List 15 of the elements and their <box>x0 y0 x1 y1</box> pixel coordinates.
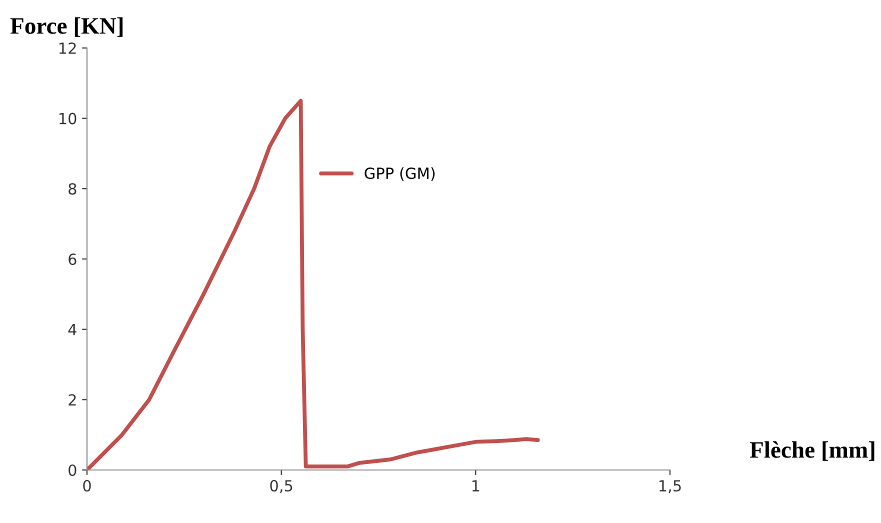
y-tick-label: 6 <box>68 253 76 266</box>
legend-label: GPP (GM) <box>364 167 435 181</box>
y-tick-label: 4 <box>68 324 76 336</box>
x-tick-label: 1,5 <box>660 480 681 494</box>
x-tick-label: 0 <box>83 480 91 492</box>
y-axis-title: Force [KN] <box>10 17 123 37</box>
y-tick-label: 8 <box>68 183 76 195</box>
y-tick-label: 0 <box>68 464 76 476</box>
x-tick-label: 1 <box>472 480 480 492</box>
x-axis-title: Flèche [mm] <box>750 441 874 461</box>
y-tick-label: 12 <box>60 42 76 54</box>
y-tick-label: 10 <box>60 112 76 124</box>
y-tick-label: 2 <box>68 394 76 406</box>
line-series <box>87 98 540 470</box>
x-tick-label: 0,5 <box>270 480 292 494</box>
